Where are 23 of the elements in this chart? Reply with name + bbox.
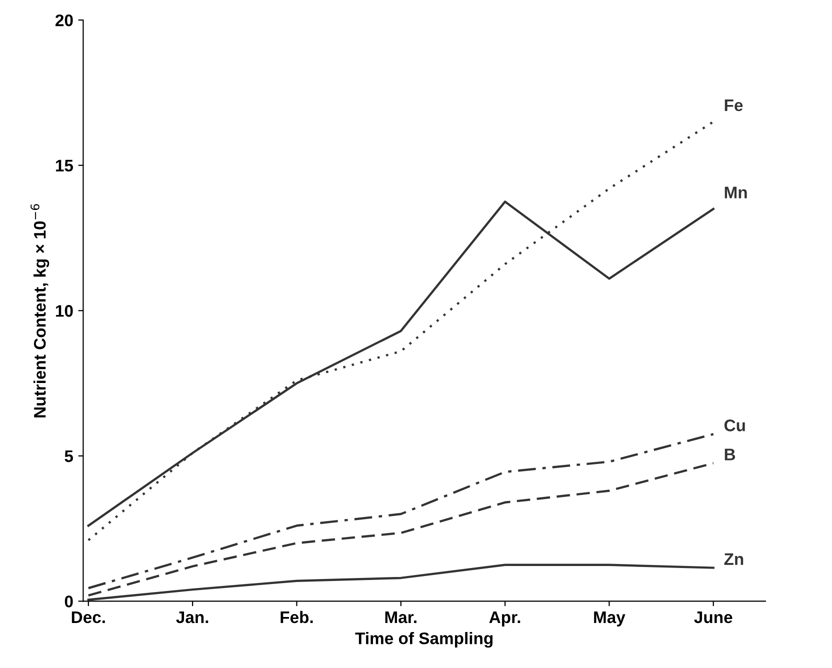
series-label: Fe: [724, 100, 743, 112]
x-tick-label: Mar.: [385, 612, 416, 624]
series-label: Mn: [724, 186, 747, 198]
line-series: [87, 462, 714, 596]
y-tick-label: 15: [56, 160, 74, 172]
x-tick-label: May: [594, 612, 626, 626]
y-tick-label: 0: [64, 596, 73, 608]
y-axis-title: Nutrient Content, kg × 10$^{−6}$: [30, 204, 50, 418]
line-series: [87, 433, 714, 590]
y-tick-label: 5: [64, 450, 74, 462]
series-label: B: [724, 448, 736, 460]
x-tick-label: Dec.: [72, 612, 105, 624]
series-label: Cu: [724, 420, 745, 432]
x-tick-label: Apr.: [489, 612, 520, 626]
series-label: Zn: [724, 553, 744, 565]
line-series: [87, 564, 714, 601]
y-tick-label: 20: [56, 14, 73, 26]
x-tick-label: June: [694, 612, 732, 624]
x-axis-title: Time of Sampling: [355, 632, 493, 648]
x-tick-label: Jan.: [176, 612, 208, 624]
line-series: [87, 120, 714, 542]
y-tick-label: 10: [56, 305, 73, 317]
x-tick-label: Feb.: [280, 610, 313, 624]
